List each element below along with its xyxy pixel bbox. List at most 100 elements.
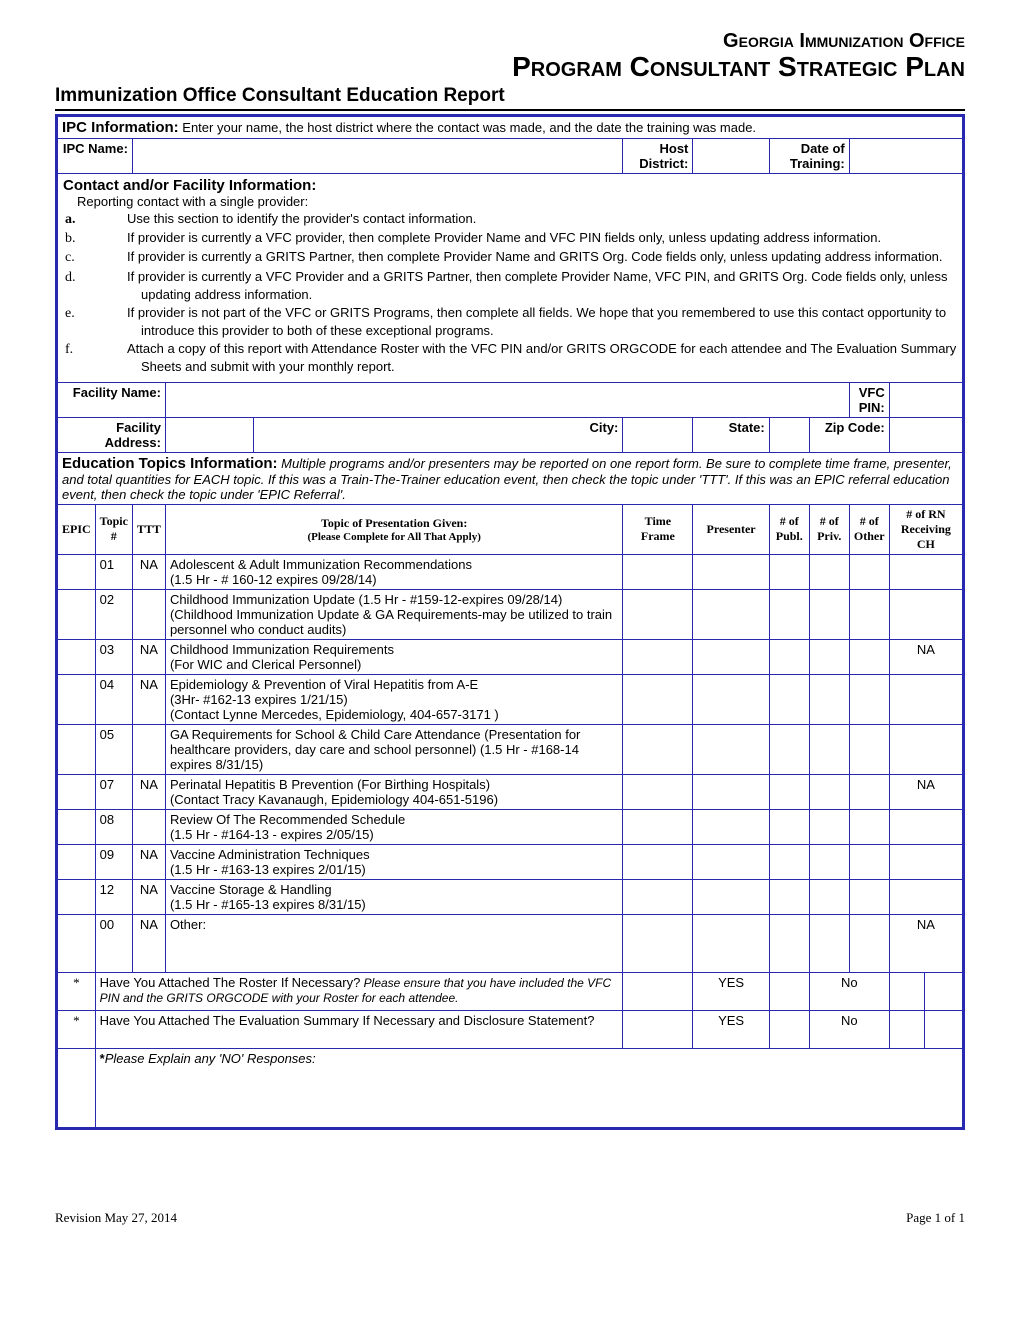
priv-cell[interactable] — [809, 724, 849, 774]
vfc-pin-label: VFC PIN: — [849, 382, 889, 417]
ipc-name-field[interactable] — [132, 139, 622, 174]
footer-right: Page 1 of 1 — [906, 1210, 965, 1226]
time-frame-cell[interactable] — [623, 554, 693, 589]
explain-row: *Please Explain any 'NO' Responses: — [57, 1048, 964, 1128]
ttt-cell: NA — [132, 674, 165, 724]
topic-num-cell: 05 — [95, 724, 132, 774]
epic-cell[interactable] — [57, 589, 96, 639]
other-cell[interactable] — [849, 674, 889, 724]
contact-instruction: d.If provider is currently a VFC Provide… — [63, 269, 957, 304]
other-cell[interactable] — [849, 774, 889, 809]
topic-row: 12NAVaccine Storage & Handling (1.5 Hr -… — [57, 879, 964, 914]
date-training-field[interactable] — [849, 139, 963, 174]
presenter-cell[interactable] — [693, 639, 769, 674]
publ-cell[interactable] — [769, 639, 809, 674]
topic-desc: Childhood Immunization Update (1.5 Hr - … — [165, 589, 622, 639]
presenter-cell[interactable] — [693, 879, 769, 914]
presenter-cell[interactable] — [693, 554, 769, 589]
rn-cell[interactable] — [889, 809, 963, 844]
time-frame-cell[interactable] — [623, 914, 693, 972]
presenter-cell[interactable] — [693, 589, 769, 639]
topic-num-cell: 04 — [95, 674, 132, 724]
topic-row: 02Childhood Immunization Update (1.5 Hr … — [57, 589, 964, 639]
presenter-cell[interactable] — [693, 674, 769, 724]
other-cell[interactable] — [849, 879, 889, 914]
topic-desc: Other: — [165, 914, 622, 972]
time-frame-cell[interactable] — [623, 809, 693, 844]
city-field[interactable] — [623, 417, 693, 452]
other-cell[interactable] — [849, 844, 889, 879]
time-frame-cell[interactable] — [623, 879, 693, 914]
other-cell[interactable] — [849, 639, 889, 674]
facility-name-field[interactable] — [165, 382, 849, 417]
priv-cell[interactable] — [809, 809, 849, 844]
time-frame-cell[interactable] — [623, 724, 693, 774]
priv-cell[interactable] — [809, 914, 849, 972]
priv-cell[interactable] — [809, 639, 849, 674]
epic-cell[interactable] — [57, 914, 96, 972]
other-cell[interactable] — [849, 589, 889, 639]
explain-cell[interactable]: *Please Explain any 'NO' Responses: — [95, 1048, 963, 1128]
publ-cell[interactable] — [769, 809, 809, 844]
time-frame-cell[interactable] — [623, 844, 693, 879]
epic-cell[interactable] — [57, 774, 96, 809]
epic-cell[interactable] — [57, 844, 96, 879]
zip-label: Zip Code: — [809, 417, 889, 452]
epic-cell[interactable] — [57, 554, 96, 589]
publ-cell[interactable] — [769, 674, 809, 724]
facility-addr-field[interactable] — [165, 417, 253, 452]
publ-cell[interactable] — [769, 589, 809, 639]
yes-check[interactable] — [769, 1010, 809, 1048]
rn-cell[interactable] — [889, 554, 963, 589]
question-text: Have You Attached The Evaluation Summary… — [95, 1010, 623, 1048]
priv-cell[interactable] — [809, 774, 849, 809]
publ-cell[interactable] — [769, 774, 809, 809]
host-district-field[interactable] — [693, 139, 769, 174]
time-frame-cell[interactable] — [623, 774, 693, 809]
publ-cell[interactable] — [769, 844, 809, 879]
priv-cell[interactable] — [809, 554, 849, 589]
priv-cell[interactable] — [809, 879, 849, 914]
rn-cell: NA — [889, 639, 963, 674]
ttt-cell: NA — [132, 554, 165, 589]
presenter-cell[interactable] — [693, 724, 769, 774]
rn-cell[interactable] — [889, 844, 963, 879]
presenter-cell[interactable] — [693, 844, 769, 879]
publ-cell[interactable] — [769, 914, 809, 972]
zip-field[interactable] — [889, 417, 963, 452]
epic-cell[interactable] — [57, 639, 96, 674]
epic-cell[interactable] — [57, 809, 96, 844]
vfc-pin-field[interactable] — [889, 382, 963, 417]
yes-check[interactable] — [769, 972, 809, 1010]
publ-cell[interactable] — [769, 879, 809, 914]
ttt-cell — [132, 724, 165, 774]
rn-cell[interactable] — [889, 589, 963, 639]
other-cell[interactable] — [849, 914, 889, 972]
publ-cell[interactable] — [769, 554, 809, 589]
time-frame-cell[interactable] — [623, 639, 693, 674]
no-check[interactable] — [889, 1010, 924, 1048]
topic-row: 01NAAdolescent & Adult Immunization Reco… — [57, 554, 964, 589]
epic-cell[interactable] — [57, 674, 96, 724]
epic-cell[interactable] — [57, 724, 96, 774]
other-cell[interactable] — [849, 724, 889, 774]
state-field[interactable] — [769, 417, 809, 452]
priv-cell[interactable] — [809, 589, 849, 639]
presenter-cell[interactable] — [693, 914, 769, 972]
time-frame-cell[interactable] — [623, 674, 693, 724]
other-cell[interactable] — [849, 809, 889, 844]
priv-cell[interactable] — [809, 844, 849, 879]
epic-cell[interactable] — [57, 879, 96, 914]
no-check[interactable] — [889, 972, 924, 1010]
publ-cell[interactable] — [769, 724, 809, 774]
rn-cell[interactable] — [889, 724, 963, 774]
other-cell[interactable] — [849, 554, 889, 589]
rn-cell[interactable] — [889, 879, 963, 914]
priv-cell[interactable] — [809, 674, 849, 724]
time-frame-cell[interactable] — [623, 589, 693, 639]
presenter-cell[interactable] — [693, 809, 769, 844]
ttt-cell: NA — [132, 844, 165, 879]
presenter-cell[interactable] — [693, 774, 769, 809]
topic-num-cell: 08 — [95, 809, 132, 844]
rn-cell[interactable] — [889, 674, 963, 724]
